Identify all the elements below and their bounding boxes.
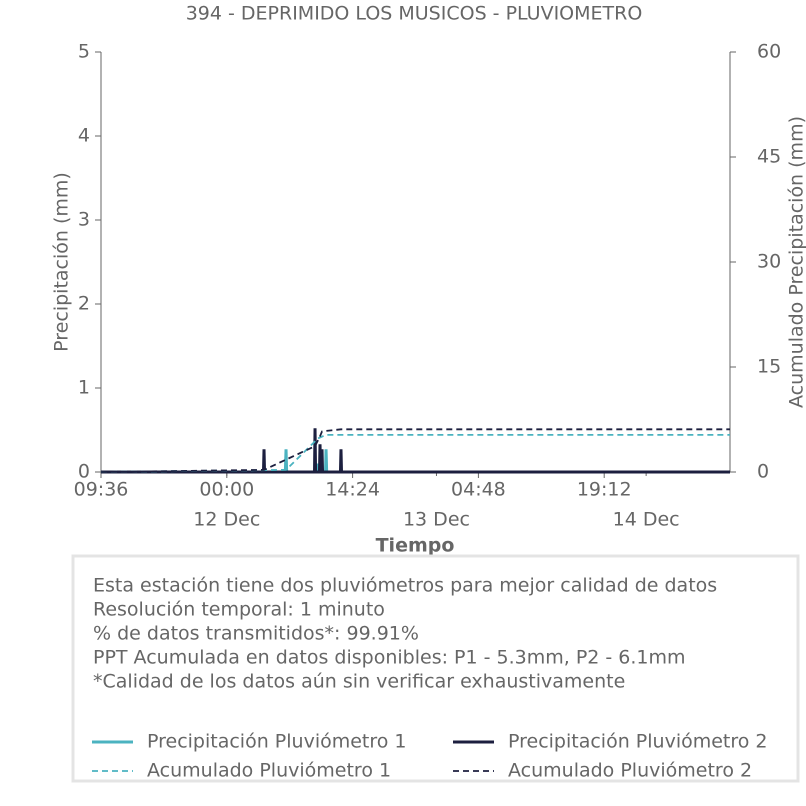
y-tick-label: 5 (78, 41, 90, 63)
legend-label: Precipitación Pluviómetro 2 (508, 731, 768, 753)
x-date-label: 12 Dec (193, 509, 260, 531)
y2-axis-label: Acumulado Precipitación (mm) (786, 116, 806, 408)
y-tick-label: 4 (78, 125, 90, 147)
x-tick-label: 00:00 (199, 479, 254, 501)
y-tick-label: 3 (78, 209, 90, 231)
precip-line (101, 449, 730, 474)
info-text: Resolución temporal: 1 minuto (93, 599, 385, 621)
legend-label: Precipitación Pluviómetro 1 (147, 731, 407, 753)
y-tick-label: 2 (78, 293, 90, 315)
y-axis-label: Precipitación (mm) (51, 172, 73, 352)
y2-tick-label: 60 (757, 41, 781, 63)
y2-tick-label: 15 (757, 356, 781, 378)
info-text: PPT Acumulada en datos disponibles: P1 -… (93, 647, 686, 669)
cumulative-line (100, 433, 730, 473)
cumulative-line (100, 428, 730, 473)
legend-label: Acumulado Pluviómetro 1 (147, 760, 391, 782)
x-date-label: 13 Dec (403, 509, 470, 531)
x-tick-label: 14:24 (325, 479, 380, 501)
y2-tick-label: 30 (757, 251, 781, 273)
y2-tick-label: 45 (757, 146, 781, 168)
info-text: *Calidad de los datos aún sin verificar … (93, 671, 625, 693)
x-tick-label: 09:36 (74, 479, 129, 501)
y2-tick-label: 0 (757, 461, 769, 483)
y-tick-label: 1 (78, 377, 90, 399)
chart-title: 394 - DEPRIMIDO LOS MUSICOS - PLUVIOMETR… (186, 3, 643, 25)
y-tick-label: 0 (78, 461, 90, 483)
x-axis-label: Tiempo (376, 535, 455, 557)
x-date-label: 14 Dec (613, 509, 680, 531)
legend-label: Acumulado Pluviómetro 2 (508, 760, 752, 782)
legend-box (71, 554, 800, 783)
info-text: % de datos transmitidos*: 99.91% (93, 623, 419, 645)
x-tick-label: 19:12 (577, 479, 632, 501)
precip-line (101, 428, 730, 474)
x-tick-label: 04:48 (451, 479, 506, 501)
info-text: Esta estación tiene dos pluviómetros par… (93, 575, 717, 597)
